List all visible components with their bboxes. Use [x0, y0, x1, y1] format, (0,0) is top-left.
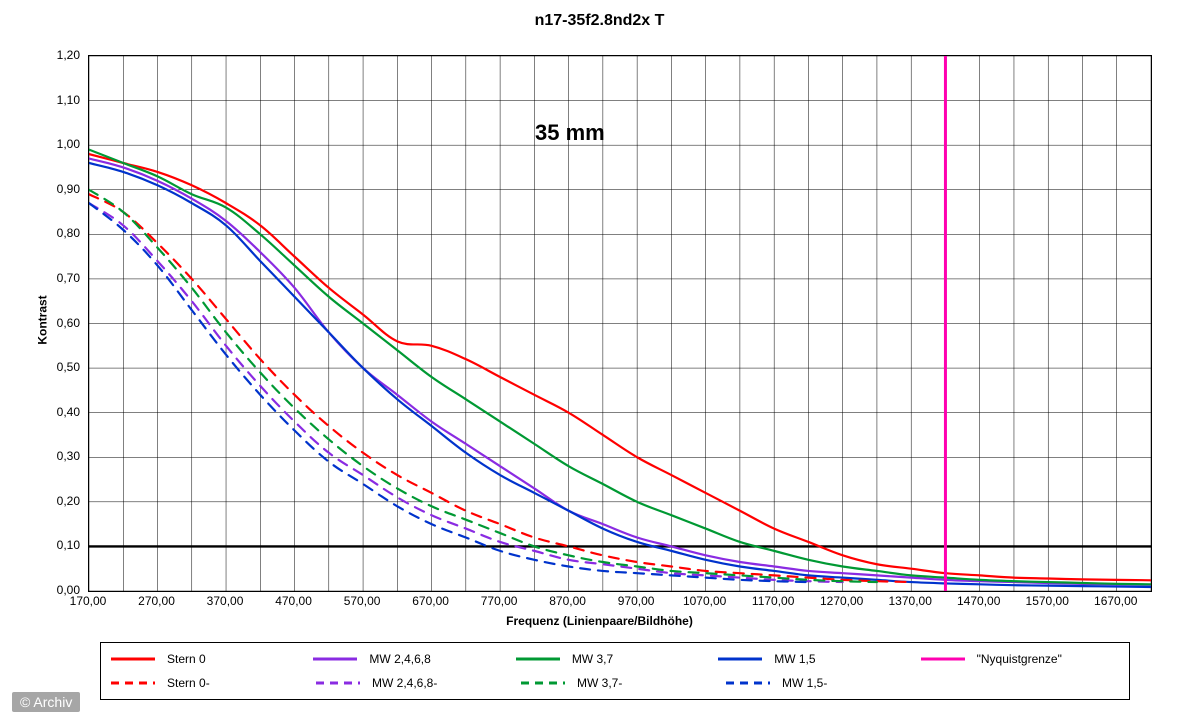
- legend-swatch: [519, 676, 567, 690]
- legend: Stern 0 MW 2,4,6,8 MW 3,7 MW 1,5 "Nyquistgre…: [100, 642, 1130, 700]
- legend-item: MW 2,4,6,8-: [314, 676, 519, 690]
- legend-swatch: [716, 652, 764, 666]
- legend-label: MW 1,5: [774, 652, 815, 666]
- plot-svg: [89, 56, 1151, 591]
- legend-swatch: [109, 652, 157, 666]
- x-tick-label: 870,00: [549, 594, 586, 608]
- x-tick-label: 170,00: [70, 594, 107, 608]
- legend-label: MW 3,7-: [577, 676, 622, 690]
- y-tick-label: 0,40: [30, 405, 80, 419]
- legend-item: MW 1,5-: [724, 676, 929, 690]
- x-tick-label: 1670,00: [1094, 594, 1137, 608]
- x-tick-label: 270,00: [138, 594, 175, 608]
- legend-row: Stern 0 MW 2,4,6,8 MW 3,7 MW 1,5 "Nyquistgre…: [109, 652, 1121, 666]
- legend-label: Stern 0-: [167, 676, 210, 690]
- legend-label: MW 1,5-: [782, 676, 827, 690]
- y-tick-label: 0,70: [30, 271, 80, 285]
- legend-item: "Nyquistgrenze": [919, 652, 1121, 666]
- x-tick-label: 770,00: [481, 594, 518, 608]
- legend-swatch: [311, 652, 359, 666]
- plot-area: 35 mm: [88, 55, 1152, 592]
- inset-label: 35 mm: [535, 120, 605, 146]
- x-tick-label: 1370,00: [888, 594, 931, 608]
- x-tick-label: 470,00: [275, 594, 312, 608]
- watermark: © Archiv: [12, 692, 80, 712]
- legend-swatch: [919, 652, 967, 666]
- y-tick-label: 0,30: [30, 449, 80, 463]
- x-tick-label: 570,00: [344, 594, 381, 608]
- legend-label: Stern 0: [167, 652, 206, 666]
- x-tick-label: 670,00: [412, 594, 449, 608]
- legend-item: MW 3,7: [514, 652, 716, 666]
- y-tick-label: 1,10: [30, 93, 80, 107]
- y-tick-label: 1,00: [30, 137, 80, 151]
- x-tick-label: 1170,00: [752, 594, 795, 608]
- legend-item: MW 2,4,6,8: [311, 652, 513, 666]
- y-tick-label: 0,80: [30, 226, 80, 240]
- legend-swatch: [109, 676, 157, 690]
- x-tick-label: 1270,00: [820, 594, 863, 608]
- legend-row: Stern 0- MW 2,4,6,8- MW 3,7- MW 1,5-: [109, 676, 1121, 690]
- x-tick-label: 370,00: [207, 594, 244, 608]
- x-tick-label: 1470,00: [957, 594, 1000, 608]
- chart-title: n17-35f2.8nd2x T: [0, 12, 1199, 30]
- x-axis-title: Frequenz (Linienpaare/Bildhöhe): [0, 614, 1199, 628]
- legend-item: Stern 0: [109, 652, 311, 666]
- x-tick-label: 970,00: [618, 594, 655, 608]
- legend-item: MW 3,7-: [519, 676, 724, 690]
- y-tick-label: 0,20: [30, 494, 80, 508]
- y-tick-label: 1,20: [30, 48, 80, 62]
- y-tick-label: 0,10: [30, 538, 80, 552]
- legend-swatch: [314, 676, 362, 690]
- y-tick-label: 0,90: [30, 182, 80, 196]
- x-tick-label: 1570,00: [1026, 594, 1069, 608]
- y-tick-label: 0,60: [30, 316, 80, 330]
- legend-swatch: [724, 676, 772, 690]
- legend-swatch: [514, 652, 562, 666]
- y-tick-label: 0,50: [30, 360, 80, 374]
- legend-item: MW 1,5: [716, 652, 918, 666]
- x-tick-label: 1070,00: [683, 594, 726, 608]
- legend-label: "Nyquistgrenze": [977, 652, 1062, 666]
- legend-label: MW 2,4,6,8-: [372, 676, 437, 690]
- legend-label: MW 3,7: [572, 652, 613, 666]
- legend-label: MW 2,4,6,8: [369, 652, 430, 666]
- legend-item: Stern 0-: [109, 676, 314, 690]
